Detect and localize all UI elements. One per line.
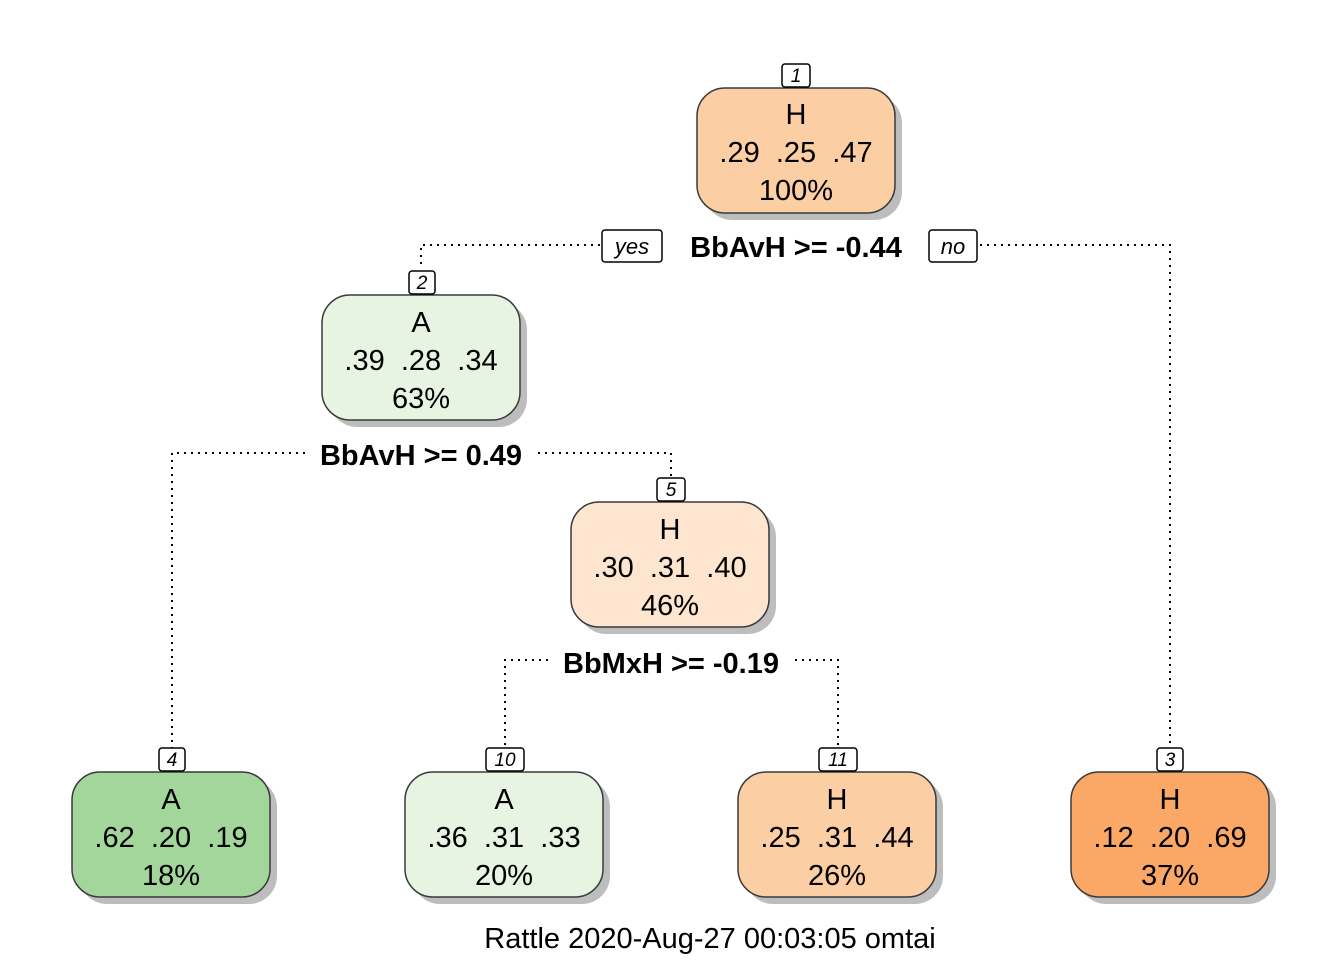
node-percentage: 37% xyxy=(1141,860,1199,892)
node-box xyxy=(570,501,770,628)
branch-yes: yes xyxy=(601,229,663,263)
node-class-label: A xyxy=(411,307,431,339)
node-class-label: H xyxy=(660,514,681,546)
node-index: 11 xyxy=(828,750,848,771)
node-box xyxy=(737,771,937,898)
node-probabilities: .62 .20 .19 xyxy=(94,822,247,854)
node-percentage: 26% xyxy=(808,860,866,892)
node-class-label: H xyxy=(1160,784,1181,816)
node-percentage: 63% xyxy=(392,383,450,415)
node-percentage: 46% xyxy=(641,590,699,622)
node-index: 10 xyxy=(494,750,516,771)
edge-1-2 xyxy=(420,244,600,268)
node-probabilities: .12 .20 .69 xyxy=(1093,822,1246,854)
tree-node-3: 3 H .12 .20 .69 37% xyxy=(1070,747,1276,904)
split-label-node-1: BbAvH >= -0.44 xyxy=(690,232,902,264)
tree-node-1: 1 H .29 .25 .47 100% xyxy=(696,63,902,220)
tree-node-10: 10 A .36 .31 .33 20% xyxy=(404,747,610,904)
branch-no: no xyxy=(928,229,978,263)
node-box xyxy=(696,87,896,214)
tree-edges xyxy=(171,244,1171,748)
node-percentage: 100% xyxy=(759,175,833,207)
node-box xyxy=(1070,771,1270,898)
node-index: 1 xyxy=(791,66,802,87)
edge-2-4 xyxy=(171,452,305,748)
node-probabilities: .39 .28 .34 xyxy=(344,345,497,377)
node-class-label: H xyxy=(827,784,848,816)
tree-node-11: 11 H .25 .31 .44 26% xyxy=(737,747,943,904)
node-index: 3 xyxy=(1165,750,1176,771)
node-probabilities: .36 .31 .33 xyxy=(427,822,580,854)
node-class-label: H xyxy=(786,99,807,131)
node-probabilities: .25 .31 .44 xyxy=(760,822,913,854)
svg-text:no: no xyxy=(941,234,965,259)
split-label-node-2: BbAvH >= 0.49 xyxy=(320,440,522,472)
node-index: 5 xyxy=(666,480,677,501)
node-percentage: 18% xyxy=(142,860,200,892)
node-probabilities: .30 .31 .40 xyxy=(593,552,746,584)
node-index: 2 xyxy=(416,273,428,294)
edge-5-10 xyxy=(504,659,548,748)
node-box xyxy=(71,771,271,898)
edge-1-3 xyxy=(980,244,1171,748)
node-percentage: 20% xyxy=(475,860,533,892)
svg-text:yes: yes xyxy=(613,234,649,259)
node-class-label: A xyxy=(494,784,514,816)
footer-caption: Rattle 2020-Aug-27 00:03:05 omtai xyxy=(484,923,935,955)
split-label-node-5: BbMxH >= -0.19 xyxy=(563,648,779,680)
tree-node-5: 5 H .30 .31 .40 46% xyxy=(570,477,776,634)
tree-node-2: 2 A .39 .28 .34 63% xyxy=(321,270,527,427)
tree-node-4: 4 A .62 .20 .19 18% xyxy=(71,747,277,904)
node-class-label: A xyxy=(161,784,181,816)
edge-5-11 xyxy=(795,659,839,748)
edge-2-5 xyxy=(538,452,672,478)
node-probabilities: .29 .25 .47 xyxy=(719,137,872,169)
node-box xyxy=(404,771,604,898)
node-box xyxy=(321,294,521,421)
node-index: 4 xyxy=(167,750,178,771)
